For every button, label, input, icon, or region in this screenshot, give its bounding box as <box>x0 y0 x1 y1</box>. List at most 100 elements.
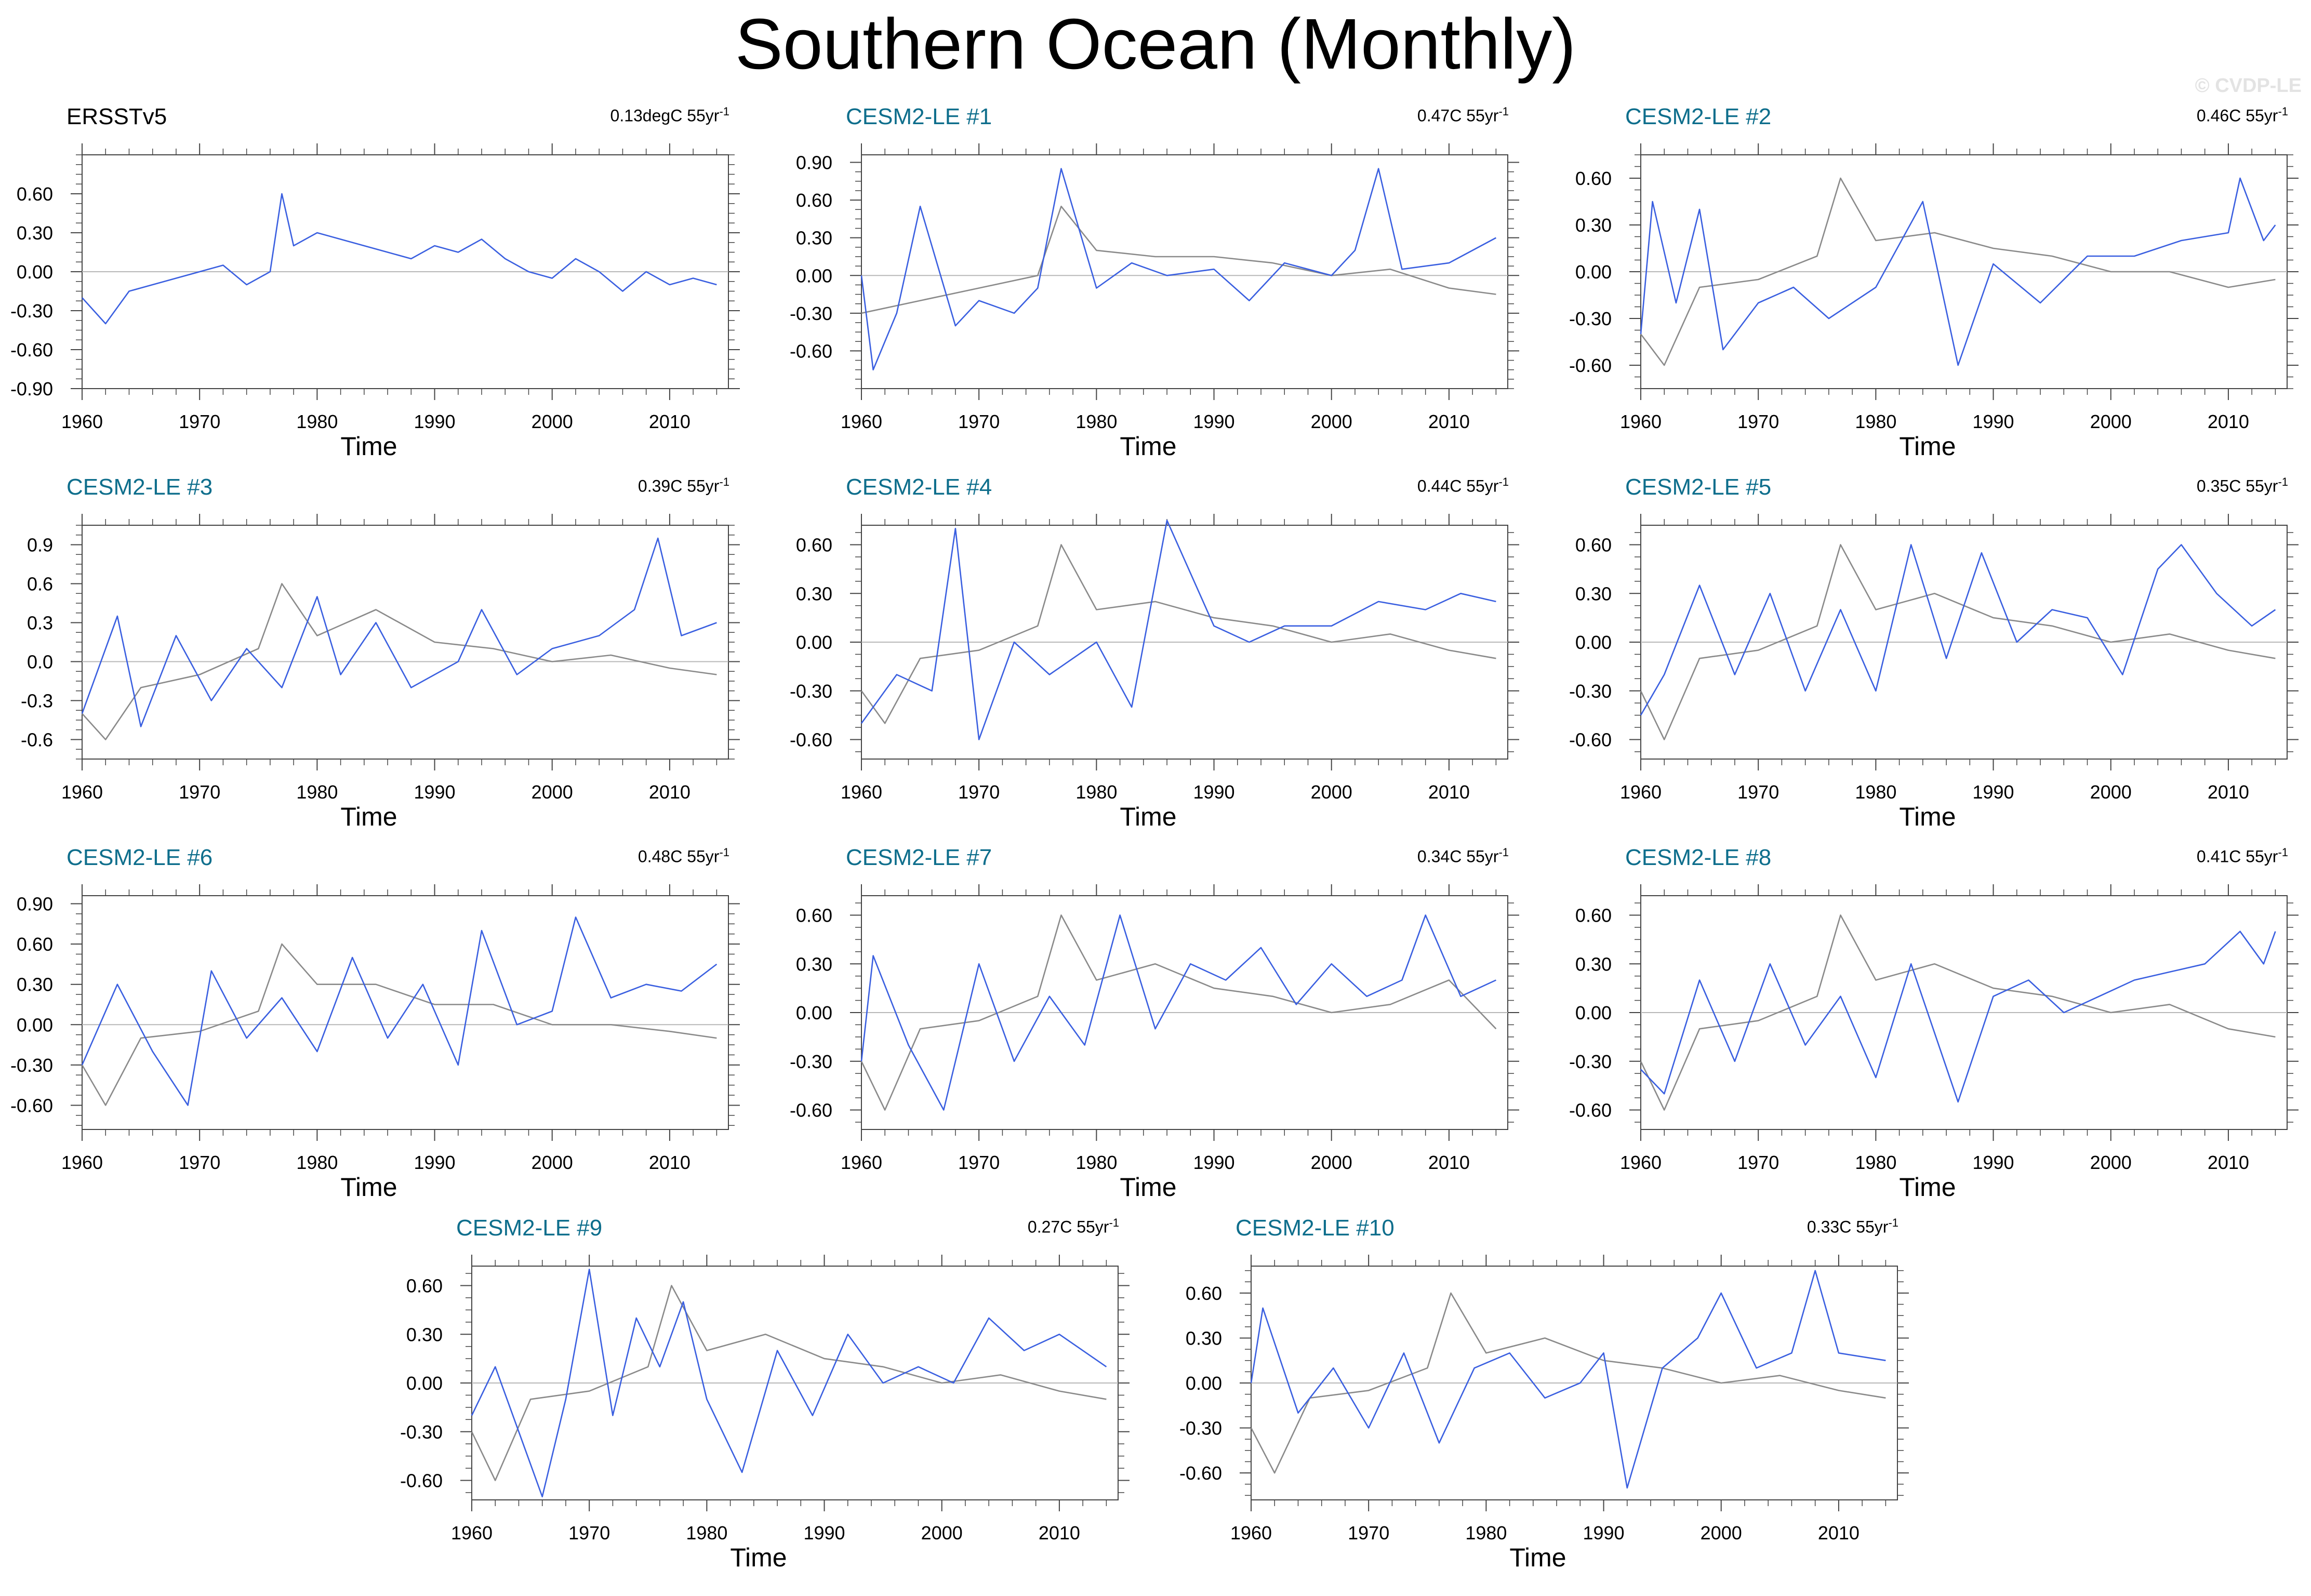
y-tick-label: 0.60 <box>17 183 53 205</box>
x-tick-label: 1970 <box>1737 411 1779 432</box>
member-series-line <box>1640 177 2276 366</box>
x-tick-label: 1960 <box>841 781 882 803</box>
x-tick-label: 1970 <box>568 1522 610 1544</box>
x-tick-label: 2000 <box>1311 781 1352 803</box>
trend-label: 0.48C 55yr-1 <box>638 846 729 867</box>
panel-title: ERSSTv5 <box>67 104 167 129</box>
y-tick-label: -0.30 <box>1179 1418 1222 1439</box>
x-tick-label: 1970 <box>1737 781 1779 803</box>
y-tick-label: 0.30 <box>796 228 832 249</box>
trend-exponent: -1 <box>2278 475 2288 488</box>
y-tick-label: -0.60 <box>790 1100 832 1121</box>
y-tick-label: -0.60 <box>1569 355 1612 376</box>
x-axis-title: Time <box>340 802 397 831</box>
trend-exponent: -1 <box>719 475 729 488</box>
observed-series-line <box>1640 544 2276 740</box>
x-tick-label: 2000 <box>532 781 573 803</box>
trend-exponent: -1 <box>2278 105 2288 118</box>
y-tick-label: 0.90 <box>796 152 832 174</box>
trend-value: 0.33C 55yr <box>1807 1217 1889 1236</box>
observed-series-line <box>471 1285 1107 1481</box>
trend-exponent: -1 <box>1498 475 1509 488</box>
x-tick-label: 2000 <box>532 411 573 432</box>
y-tick-label: -0.30 <box>790 1051 832 1072</box>
trend-exponent: -1 <box>1498 846 1509 859</box>
member-series-line <box>860 168 1497 370</box>
member-series-line <box>860 520 1496 740</box>
chart-panel: CESM2-LE #2 0.46C 55yr-1 Time 1960 1970 1980 1… <box>1559 104 2299 478</box>
trend-label: 0.47C 55yr-1 <box>1417 105 1509 126</box>
y-tick-label: -0.30 <box>1569 1051 1612 1072</box>
x-tick-label: 2000 <box>2090 1152 2132 1173</box>
x-tick-label: 1960 <box>451 1522 493 1544</box>
trend-value: 0.35C 55yr <box>2196 476 2278 496</box>
x-tick-label: 1980 <box>1465 1522 1507 1544</box>
y-tick-label: -0.30 <box>400 1421 443 1443</box>
observed-series-line <box>860 914 1497 1111</box>
y-tick-label: 0.60 <box>406 1275 443 1297</box>
y-tick-label: -0.60 <box>790 340 832 362</box>
plot-area: 1960 1970 1980 1990 2000 2010 -0.6 -0.3 0.0 0.3 0.… <box>21 514 740 803</box>
watermark: © CVDP-LE <box>2195 75 2302 97</box>
y-tick-label: 0.00 <box>796 265 832 286</box>
x-tick-label: 1990 <box>1972 1152 2014 1173</box>
chart-panel: CESM2-LE #8 0.41C 55yr-1 Time 1960 1970 1980 1… <box>1559 845 2299 1219</box>
observed-series-line <box>1250 1292 1886 1474</box>
x-tick-label: 1990 <box>1583 1522 1624 1544</box>
panel-title: CESM2-LE #7 <box>846 845 992 870</box>
x-tick-label: 1980 <box>1075 1152 1117 1173</box>
x-tick-label: 2010 <box>2208 781 2249 803</box>
panel-title: CESM2-LE #8 <box>1625 845 1772 870</box>
y-tick-label: 0.30 <box>796 953 832 975</box>
observed-series-line <box>81 943 717 1106</box>
observed-series-line <box>860 544 1496 724</box>
y-tick-label: -0.90 <box>10 378 53 400</box>
plot-area: 1960 1970 1980 1990 2000 2010 -0.60 -0.30 0.00 0.… <box>790 514 1519 803</box>
plot-area: 1960 1970 1980 1990 2000 2010 -0.60 -0.30 0.00 0.… <box>790 884 1519 1173</box>
chart-panel: CESM2-LE #3 0.39C 55yr-1 Time 1960 1970 1980 1… <box>0 474 740 848</box>
trend-value: 0.34C 55yr <box>1417 847 1499 866</box>
x-tick-label: 2000 <box>2090 781 2132 803</box>
plot-area: 1960 1970 1980 1990 2000 2010 -0.60 -0.30 0.00 0.… <box>1569 884 2299 1173</box>
y-tick-label: -0.30 <box>1569 681 1612 702</box>
y-tick-label: 0.60 <box>1186 1283 1222 1304</box>
x-axis-title: Time <box>1509 1543 1566 1572</box>
plot-area: 1960 1970 1980 1990 2000 2010 -0.60 -0.30 0.00 0.… <box>790 143 1519 432</box>
member-series-line <box>81 537 717 727</box>
y-tick-label: 0.00 <box>796 1002 832 1023</box>
x-tick-label: 1990 <box>414 781 455 803</box>
x-tick-label: 1960 <box>1620 411 1662 432</box>
x-tick-label: 2010 <box>1818 1522 1860 1544</box>
x-tick-label: 1970 <box>1737 1152 1779 1173</box>
y-tick-label: 0.00 <box>1575 1002 1612 1023</box>
y-tick-label: 0.00 <box>1575 261 1612 283</box>
y-tick-label: 0.60 <box>796 190 832 211</box>
y-tick-label: -0.30 <box>10 300 53 322</box>
x-axis-title: Time <box>730 1543 787 1572</box>
x-axis-title: Time <box>340 1173 397 1202</box>
y-tick-label: 0.60 <box>1575 905 1612 926</box>
panel-title: CESM2-LE #2 <box>1625 104 1772 129</box>
trend-exponent: -1 <box>1498 105 1509 118</box>
member-series-line <box>81 916 718 1106</box>
member-series-line <box>82 193 717 325</box>
y-tick-label: -0.6 <box>21 729 53 751</box>
x-tick-label: 2000 <box>921 1522 963 1544</box>
chart-panel: ERSSTv5 0.13degC 55yr-1 Time 1960 1970 1980 19… <box>0 104 740 478</box>
y-tick-label: -0.60 <box>1569 729 1612 751</box>
y-tick-label: 0.6 <box>27 574 53 595</box>
trend-label: 0.33C 55yr-1 <box>1807 1216 1898 1237</box>
x-tick-label: 1980 <box>1075 781 1117 803</box>
trend-exponent: -1 <box>1888 1216 1898 1229</box>
x-tick-label: 1990 <box>803 1522 845 1544</box>
page-title: Southern Ocean (Monthly) <box>735 4 1576 84</box>
y-tick-label: 0.60 <box>17 934 53 955</box>
chart-panel: CESM2-LE #4 0.44C 55yr-1 Time 1960 1970 1980 1… <box>779 474 1519 848</box>
x-tick-label: 1990 <box>414 1152 455 1173</box>
x-tick-label: 1990 <box>1193 411 1234 432</box>
x-tick-label: 1990 <box>1193 781 1234 803</box>
y-tick-label: 0.60 <box>796 535 832 556</box>
x-tick-label: 1990 <box>1193 1152 1234 1173</box>
panel-title: CESM2-LE #4 <box>846 474 992 500</box>
x-tick-label: 2010 <box>1428 781 1470 803</box>
